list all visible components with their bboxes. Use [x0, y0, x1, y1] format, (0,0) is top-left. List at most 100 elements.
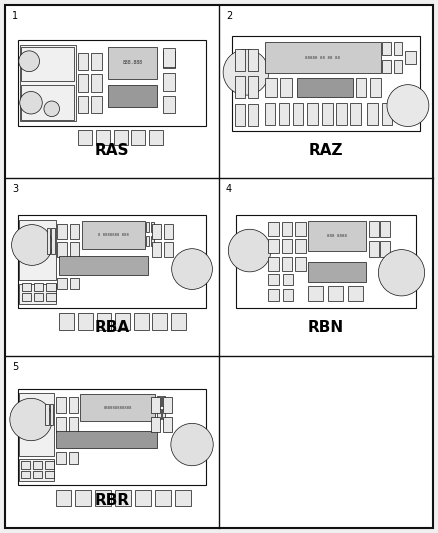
Text: 4: 4 [226, 184, 232, 194]
Bar [350, 103, 361, 125]
Bar [59, 313, 74, 330]
Bar [293, 103, 304, 125]
Bar [96, 313, 111, 330]
Bar [21, 46, 74, 81]
Circle shape [20, 92, 42, 114]
Bar [296, 239, 306, 253]
Bar [34, 283, 43, 291]
Bar [69, 453, 78, 464]
Circle shape [378, 249, 424, 296]
Bar [19, 393, 53, 456]
Bar [113, 131, 127, 145]
Bar [21, 283, 31, 291]
Bar [163, 96, 175, 113]
Text: RBA: RBA [95, 320, 130, 335]
Bar [134, 313, 148, 330]
Bar [151, 236, 154, 246]
Bar [162, 397, 165, 406]
Circle shape [171, 423, 213, 466]
Bar [70, 278, 79, 289]
Bar [108, 46, 157, 79]
Text: 88888 88 88 88: 88888 88 88 88 [305, 55, 340, 60]
Text: RBN: RBN [308, 320, 344, 335]
Bar [19, 220, 56, 280]
Circle shape [60, 264, 68, 272]
Bar [248, 76, 258, 98]
Bar [75, 490, 91, 506]
Bar [369, 221, 379, 237]
Bar [282, 257, 293, 271]
Bar [296, 222, 306, 236]
Bar [152, 242, 161, 257]
Bar [108, 85, 157, 107]
Bar [297, 78, 353, 97]
Bar [78, 96, 88, 113]
Text: 888888888888: 888888888888 [103, 406, 132, 410]
Bar [21, 461, 30, 469]
Bar [46, 293, 56, 302]
Bar [18, 389, 206, 485]
Bar [163, 397, 172, 413]
Text: RAS: RAS [95, 143, 129, 158]
Text: 2: 2 [226, 11, 232, 21]
Circle shape [387, 85, 429, 126]
Bar [152, 224, 161, 239]
Bar [175, 490, 191, 506]
Bar [232, 36, 420, 131]
Bar [57, 224, 67, 239]
Bar [248, 50, 258, 71]
Bar [78, 53, 88, 70]
Bar [19, 284, 56, 304]
Bar [57, 453, 66, 464]
Bar [382, 60, 391, 73]
Bar [91, 74, 102, 92]
Bar [235, 76, 245, 98]
Bar [235, 50, 245, 71]
Bar [135, 490, 151, 506]
Bar [283, 273, 293, 285]
Bar [78, 131, 92, 145]
Bar [45, 471, 53, 478]
Bar [268, 289, 279, 301]
Bar [164, 224, 173, 239]
Circle shape [44, 101, 60, 117]
Bar [336, 103, 347, 125]
Circle shape [10, 398, 52, 441]
Bar [308, 262, 366, 282]
Text: 8 8888888 888: 8 8888888 888 [98, 233, 129, 237]
Bar [149, 131, 163, 145]
Bar [163, 417, 172, 432]
Bar [95, 490, 111, 506]
Bar [45, 404, 49, 425]
Bar [20, 45, 76, 121]
Bar [51, 228, 55, 254]
Bar [381, 103, 392, 125]
Bar [236, 215, 416, 308]
Bar [151, 417, 160, 432]
Bar [115, 313, 130, 330]
Bar [45, 461, 53, 469]
Bar [308, 221, 366, 251]
Bar [282, 239, 293, 253]
Circle shape [228, 229, 271, 272]
Bar [308, 286, 323, 301]
Text: 1: 1 [12, 11, 18, 21]
Bar [394, 42, 402, 55]
Bar [57, 278, 67, 289]
Bar [248, 104, 258, 126]
Bar [80, 394, 155, 422]
Circle shape [19, 51, 39, 71]
Bar [348, 286, 363, 301]
Bar [296, 257, 306, 271]
Bar [152, 313, 167, 330]
Bar [394, 60, 402, 73]
Bar [283, 289, 293, 301]
Bar [33, 461, 42, 469]
Bar [57, 397, 66, 413]
Circle shape [11, 224, 52, 265]
Bar [380, 221, 390, 237]
Bar [59, 256, 148, 274]
Bar [268, 273, 279, 285]
Bar [146, 236, 149, 246]
Bar [146, 222, 149, 232]
